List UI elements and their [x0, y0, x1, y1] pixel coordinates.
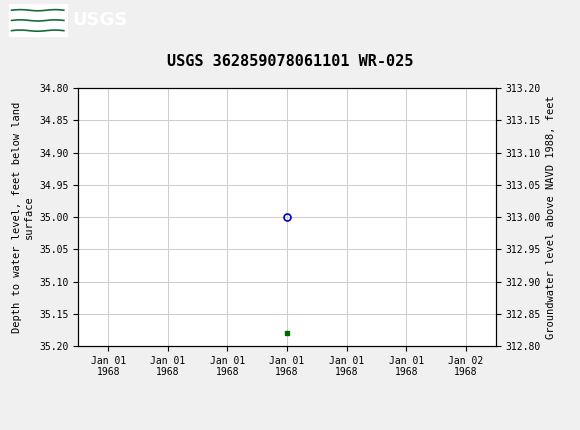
Text: USGS: USGS [72, 12, 128, 29]
Text: USGS 362859078061101 WR-025: USGS 362859078061101 WR-025 [167, 54, 413, 69]
Y-axis label: Groundwater level above NAVD 1988, feet: Groundwater level above NAVD 1988, feet [546, 95, 556, 339]
Y-axis label: Depth to water level, feet below land
surface: Depth to water level, feet below land su… [12, 101, 34, 333]
FancyBboxPatch shape [9, 4, 67, 36]
